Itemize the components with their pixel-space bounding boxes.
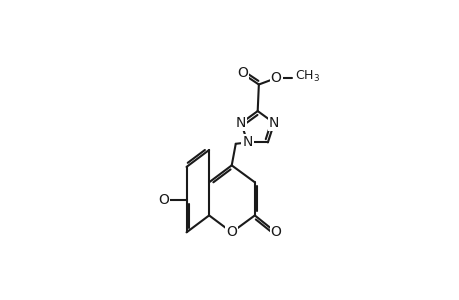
Text: N: N — [242, 135, 252, 149]
Text: CH$_3$: CH$_3$ — [295, 69, 320, 84]
Text: O: O — [236, 66, 247, 80]
Text: N: N — [269, 116, 279, 130]
Text: O: O — [270, 71, 281, 85]
Text: O: O — [226, 225, 237, 239]
Text: N: N — [235, 116, 246, 130]
Text: O: O — [158, 193, 169, 207]
Text: O: O — [270, 225, 281, 239]
